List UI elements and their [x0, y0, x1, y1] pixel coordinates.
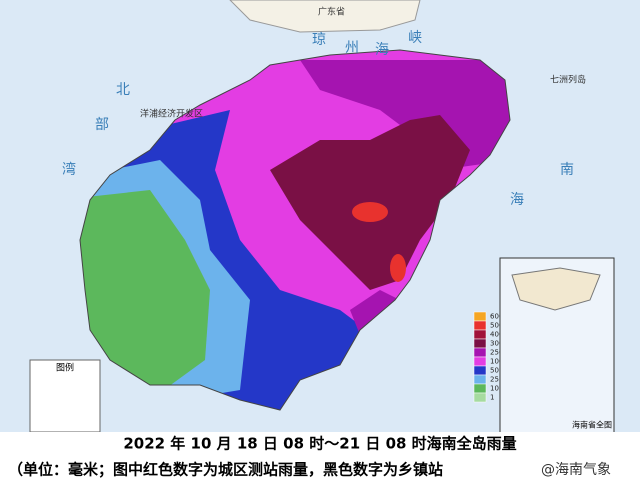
subtitle: （单位：毫米；图中红色数字为城区测站雨量，黑色数字为乡镇站: [8, 461, 443, 479]
scale-swatch: [473, 311, 487, 322]
place-label: 洋浦经济开发区: [140, 108, 203, 120]
scale-label: 25: [490, 376, 499, 384]
legend-box: [29, 359, 101, 433]
inset-title: 海南省全图: [572, 420, 612, 430]
legend-title: 图例: [56, 362, 74, 374]
sea-label: 湾: [62, 161, 76, 178]
sea-label: 南: [560, 162, 574, 178]
sea-label: 海: [375, 42, 389, 58]
watermark: @海南气象: [541, 462, 611, 478]
place-label: 七洲列岛: [550, 74, 586, 86]
title: 2022 年 10 月 18 日 08 时～21 日 08 时海南全岛雨量: [123, 435, 516, 453]
scale-swatch: [473, 320, 487, 331]
scale-label: 600: [490, 313, 503, 321]
mainland: [229, 0, 421, 33]
island-outline: [79, 49, 511, 411]
sea-label: 峡: [408, 30, 422, 46]
scale-label: 1: [490, 394, 494, 402]
place-label: 广东省: [318, 6, 345, 18]
scale-label: 250: [490, 349, 503, 357]
scale-swatch: [473, 329, 487, 340]
scale-swatch: [473, 383, 487, 394]
scale-swatch: [473, 365, 487, 376]
watermark-bg: [520, 457, 632, 483]
scale-label: 10: [490, 385, 499, 393]
scale-label: 100: [490, 358, 503, 366]
scale-swatch: [473, 347, 487, 358]
sea-label: 部: [95, 117, 109, 133]
scale-label: 300: [490, 340, 503, 348]
scale-label: 50: [490, 367, 499, 375]
sea-label: 州: [345, 40, 359, 56]
scale-swatch: [473, 338, 487, 349]
scale-swatch: [473, 392, 487, 403]
sea-label: 琼: [312, 32, 326, 48]
scale-swatch: [473, 374, 487, 385]
inset-island: [511, 267, 601, 311]
sea-label: 海: [510, 192, 524, 208]
scale-swatch: [473, 356, 487, 367]
scale-label: 400: [490, 331, 503, 339]
scale-label: 500: [490, 322, 503, 330]
sea-label: 北: [116, 82, 130, 98]
